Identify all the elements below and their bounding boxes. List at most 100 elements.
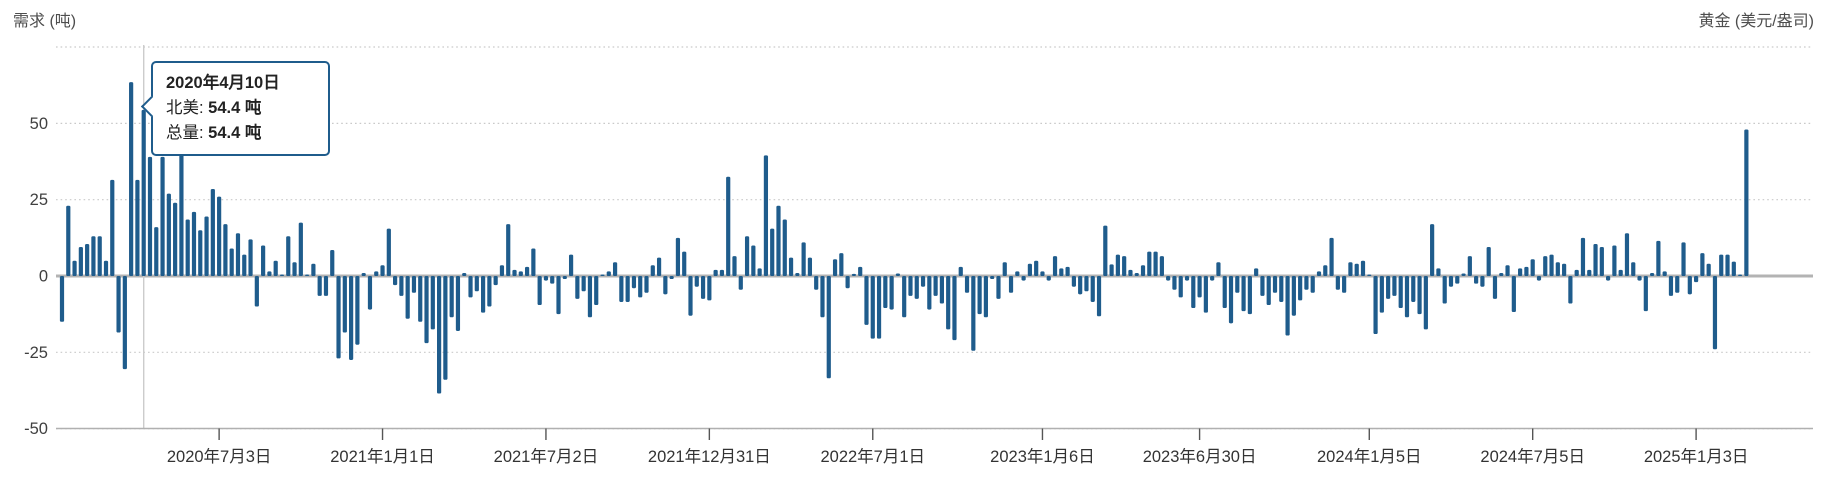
bar[interactable] — [173, 202, 178, 276]
bar[interactable] — [1134, 272, 1139, 276]
bar[interactable] — [650, 265, 655, 276]
bar[interactable] — [1505, 265, 1510, 276]
bar[interactable] — [380, 265, 385, 276]
bar[interactable] — [141, 109, 146, 276]
bar[interactable] — [952, 276, 957, 341]
bar[interactable] — [1109, 264, 1114, 276]
bar[interactable] — [1103, 225, 1108, 276]
bar[interactable] — [1706, 263, 1711, 276]
bar[interactable] — [1008, 276, 1014, 293]
bar[interactable] — [323, 276, 329, 296]
bar[interactable] — [311, 263, 316, 276]
bar[interactable] — [1643, 276, 1648, 312]
bar[interactable] — [1411, 276, 1416, 302]
bar[interactable] — [110, 179, 115, 276]
bar[interactable] — [1235, 276, 1240, 293]
bar[interactable] — [474, 276, 479, 292]
bar[interactable] — [1298, 276, 1303, 301]
bar[interactable] — [122, 276, 127, 370]
bar[interactable] — [1203, 276, 1208, 313]
bar[interactable] — [1423, 276, 1428, 330]
bar[interactable] — [518, 271, 523, 276]
bar[interactable] — [1304, 276, 1309, 290]
bar[interactable] — [1530, 259, 1535, 276]
bar[interactable] — [946, 276, 951, 330]
bar[interactable] — [537, 276, 542, 305]
bar[interactable] — [361, 272, 366, 276]
bar[interactable] — [801, 242, 806, 276]
bar[interactable] — [349, 276, 354, 360]
bar[interactable] — [1624, 233, 1630, 276]
bar[interactable] — [424, 276, 429, 344]
bar[interactable] — [1442, 276, 1447, 304]
bar[interactable] — [487, 276, 492, 307]
bar[interactable] — [1122, 256, 1127, 276]
bar[interactable] — [1153, 251, 1158, 276]
bar[interactable] — [1316, 271, 1322, 276]
bar[interactable] — [286, 236, 291, 276]
bar[interactable] — [845, 276, 850, 289]
bar[interactable] — [78, 247, 83, 276]
bar[interactable] — [1467, 256, 1472, 276]
bar[interactable] — [1059, 268, 1064, 276]
bar[interactable] — [1543, 256, 1548, 276]
bar[interactable] — [267, 271, 272, 276]
bar[interactable] — [1228, 276, 1234, 324]
bar[interactable] — [1712, 276, 1718, 350]
bar[interactable] — [1166, 276, 1171, 281]
bar[interactable] — [1096, 276, 1102, 317]
bar[interactable] — [1492, 276, 1498, 299]
bar[interactable] — [147, 156, 153, 276]
bar[interactable] — [399, 276, 404, 296]
bar[interactable] — [1379, 276, 1384, 313]
bar[interactable] — [638, 276, 643, 298]
bar[interactable] — [1574, 269, 1579, 276]
bar[interactable] — [1694, 276, 1699, 283]
bar[interactable] — [1172, 276, 1177, 290]
bar[interactable] — [1631, 262, 1636, 276]
bar[interactable] — [1115, 254, 1120, 276]
bar[interactable] — [154, 227, 159, 276]
bar[interactable] — [568, 254, 574, 276]
bar[interactable] — [543, 276, 549, 281]
bar[interactable] — [1021, 276, 1026, 281]
bar[interactable] — [732, 256, 737, 276]
bar[interactable] — [1398, 276, 1403, 309]
bar[interactable] — [185, 219, 190, 276]
bar[interactable] — [217, 196, 222, 276]
bar[interactable] — [129, 82, 134, 276]
bar[interactable] — [437, 276, 442, 394]
bar[interactable] — [1178, 276, 1183, 298]
bar[interactable] — [902, 276, 907, 318]
bar[interactable] — [770, 228, 775, 276]
bar[interactable] — [726, 176, 731, 276]
bar[interactable] — [977, 276, 982, 315]
bar[interactable] — [374, 271, 379, 276]
bar[interactable] — [405, 276, 410, 319]
bar[interactable] — [191, 211, 197, 276]
bar[interactable] — [223, 224, 228, 276]
bar[interactable] — [493, 276, 498, 286]
bar[interactable] — [210, 188, 215, 276]
bar[interactable] — [751, 245, 756, 276]
bar[interactable] — [1480, 276, 1485, 287]
bar[interactable] — [462, 272, 467, 276]
bar[interactable] — [254, 276, 259, 307]
bar[interactable] — [1562, 263, 1567, 276]
bar[interactable] — [688, 276, 693, 316]
bar[interactable] — [179, 153, 184, 276]
bar[interactable] — [1448, 276, 1454, 287]
bar[interactable] — [870, 276, 875, 339]
bar[interactable] — [1216, 262, 1221, 276]
bar[interactable] — [700, 276, 706, 299]
bar[interactable] — [1599, 247, 1604, 276]
bar[interactable] — [1725, 254, 1730, 276]
bar[interactable] — [776, 205, 781, 276]
bar[interactable] — [889, 276, 894, 310]
bar[interactable] — [619, 276, 624, 302]
bar[interactable] — [1455, 276, 1460, 284]
bar[interactable] — [606, 271, 611, 276]
bar[interactable] — [1430, 224, 1435, 276]
bar[interactable] — [204, 216, 209, 276]
bar[interactable] — [393, 276, 398, 286]
